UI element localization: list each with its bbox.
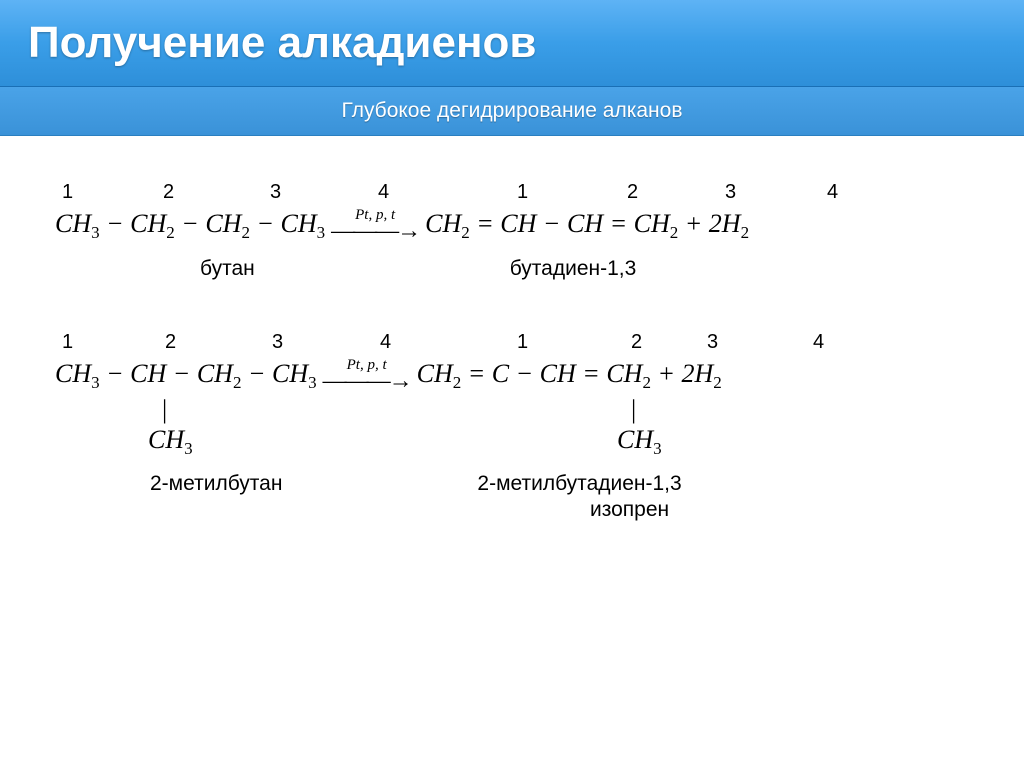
carbon-num: 3 — [725, 181, 736, 204]
carbon-num: 2 — [163, 181, 174, 204]
branch-bond-left: | — [162, 395, 167, 425]
reaction-1-formula: CH3 − CH2 − CH2 − CH3 Pt, p, t ———→ CH2 … — [55, 207, 969, 245]
reactant-2-label: 2-метилбутан — [150, 472, 282, 496]
carbon-num: 4 — [380, 331, 391, 354]
arrow-icon: ———→ — [323, 368, 411, 395]
slide-subheader: Глубокое дегидрирование алканов — [0, 87, 1024, 136]
reaction-2-formula: CH3 − CH − CH2 − CH3 Pt, p, t ———→ CH2 =… — [55, 357, 969, 395]
carbon-num: 1 — [517, 181, 528, 204]
carbon-num: 3 — [707, 331, 718, 354]
carbon-num: 4 — [378, 181, 389, 204]
reactant-1-label: бутан — [200, 257, 255, 281]
carbon-num: 3 — [272, 331, 283, 354]
reactant-2: CH3 − CH − CH2 − CH3 — [55, 359, 317, 393]
slide-header: Получение алкадиенов — [0, 0, 1024, 87]
product-1: CH2 = CH − CH = CH2 + 2H2 — [425, 209, 749, 243]
reaction-arrow-2: Pt, p, t ———→ — [323, 357, 411, 395]
arrow-icon: ———→ — [331, 218, 419, 245]
carbon-num: 3 — [270, 181, 281, 204]
reaction-2: 1 2 3 4 1 2 3 4 CH3 − CH − CH2 − CH3 Pt,… — [55, 331, 969, 522]
slide-subtitle: Глубокое дегидрирование алканов — [0, 99, 1024, 123]
carbon-num: 4 — [813, 331, 824, 354]
carbon-num: 1 — [62, 331, 73, 354]
branch-bond-right: | — [631, 395, 636, 425]
branch-group-right: CH3 — [617, 425, 662, 459]
carbon-num: 2 — [165, 331, 176, 354]
product-2: CH2 = C − CH = CH2 + 2H2 — [417, 359, 722, 393]
branch-group-left: CH3 — [148, 425, 193, 459]
reaction-2-branches: | CH3 | CH3 — [55, 395, 969, 460]
slide-content: 1 2 3 4 1 2 3 4 CH3 − CH2 − CH2 − CH3 Pt… — [0, 136, 1024, 592]
carbon-numbers-row-2: 1 2 3 4 1 2 3 4 — [55, 331, 969, 357]
carbon-numbers-row-1: 1 2 3 4 1 2 3 4 — [55, 181, 969, 207]
reactant-1: CH3 − CH2 − CH2 − CH3 — [55, 209, 325, 243]
reaction-2-labels: 2-метилбутан 2-метилбутадиен-1,3 — [55, 472, 969, 496]
reaction-1-labels: бутан бутадиен-1,3 — [55, 257, 969, 281]
product-1-label: бутадиен-1,3 — [510, 257, 637, 281]
carbon-num: 1 — [517, 331, 528, 354]
slide-title: Получение алкадиенов — [28, 18, 996, 68]
carbon-num: 2 — [627, 181, 638, 204]
product-2-label: 2-метилбутадиен-1,3 — [477, 472, 681, 496]
product-2-alt-label: изопрен — [590, 498, 969, 522]
carbon-num: 4 — [827, 181, 838, 204]
reaction-1: 1 2 3 4 1 2 3 4 CH3 − CH2 − CH2 − CH3 Pt… — [55, 181, 969, 281]
reaction-arrow-1: Pt, p, t ———→ — [331, 207, 419, 245]
carbon-num: 2 — [631, 331, 642, 354]
carbon-num: 1 — [62, 181, 73, 204]
